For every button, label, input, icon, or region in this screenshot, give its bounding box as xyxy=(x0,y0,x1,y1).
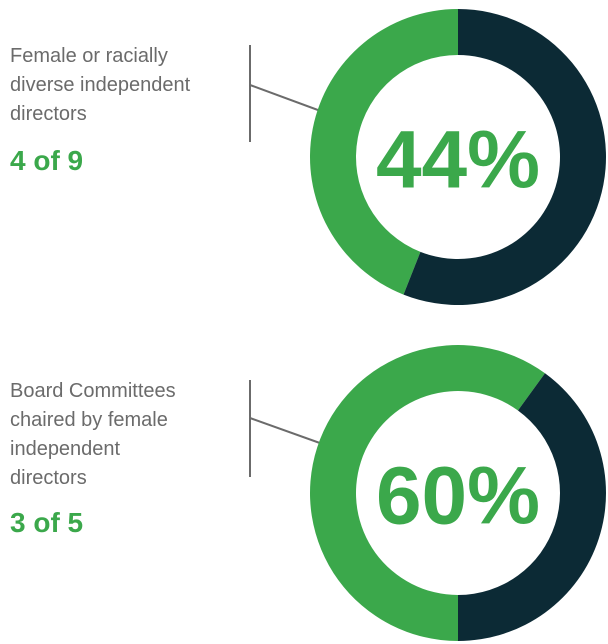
description: directors xyxy=(10,467,87,489)
ratio: 3 of 5 xyxy=(10,507,83,538)
donut-segment xyxy=(310,9,458,295)
description: independent xyxy=(10,438,121,460)
description: directors xyxy=(10,103,87,125)
donut-segment xyxy=(458,373,607,641)
donut-segment xyxy=(310,345,545,641)
description: chaired by female xyxy=(10,409,168,431)
center-value: 60% xyxy=(376,451,540,542)
description: diverse independent xyxy=(10,74,191,96)
donut-segment xyxy=(403,9,606,305)
description: Female or racially xyxy=(10,45,168,67)
ratio: 4 of 9 xyxy=(10,145,83,176)
center-value: 44% xyxy=(376,115,540,206)
description: Board Committees xyxy=(10,380,176,402)
